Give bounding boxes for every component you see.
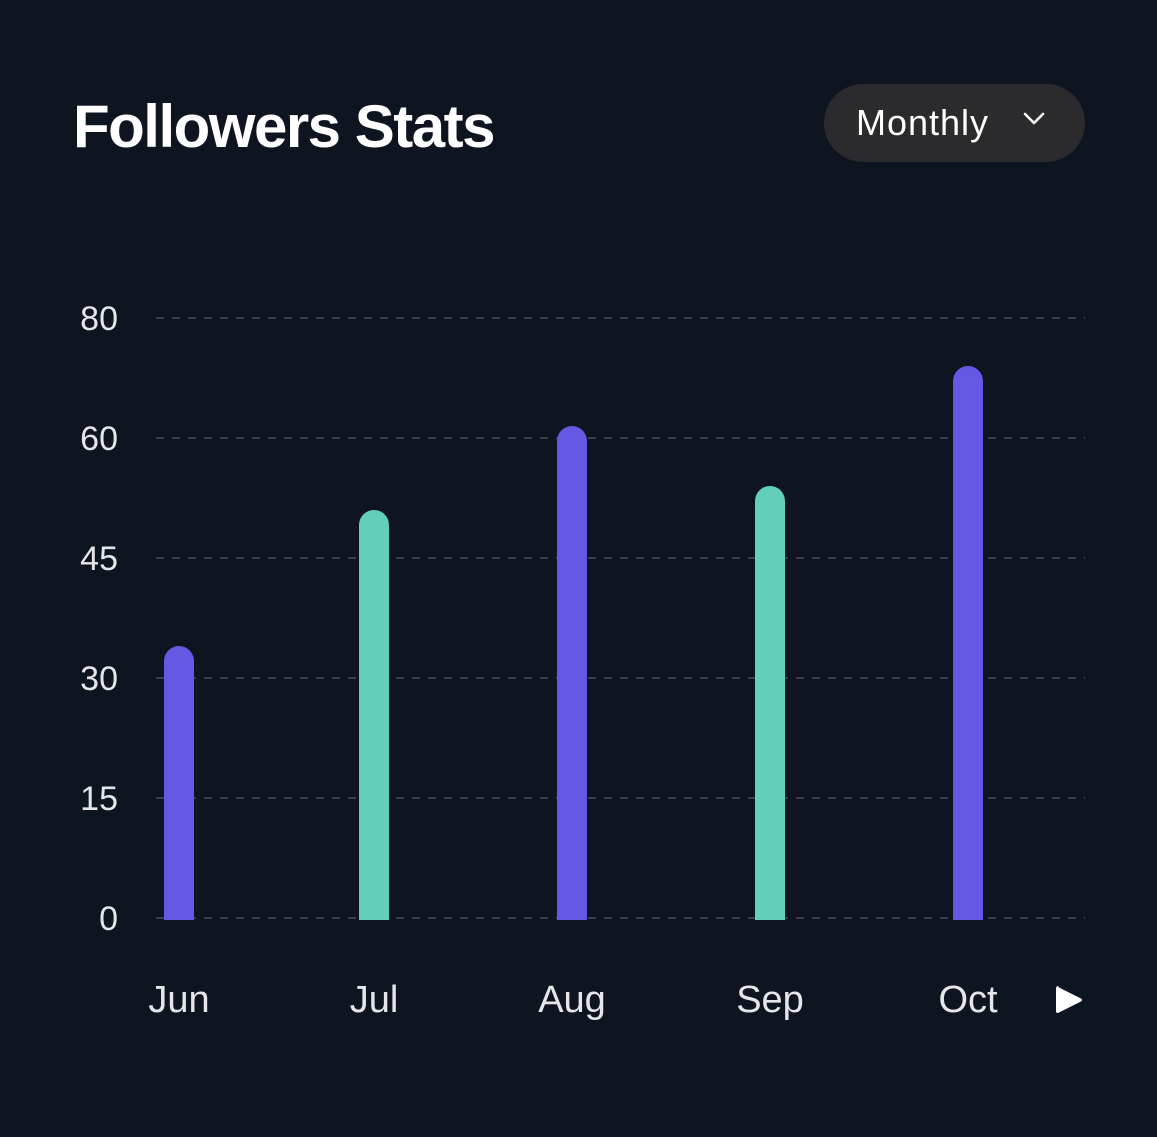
x-tick-label-jun: Jun [148, 979, 209, 1021]
y-tick-label-0: 0 [99, 900, 118, 938]
y-tick-label-60: 60 [80, 420, 118, 458]
x-tick-label-oct: Oct [938, 979, 998, 1021]
bar-jun [164, 646, 194, 920]
x-tick-label-aug: Aug [538, 979, 606, 1021]
y-tick-label-80: 80 [80, 300, 118, 338]
x-tick-label-jul: Jul [350, 979, 399, 1021]
bar-oct [953, 366, 983, 920]
y-tick-label-30: 30 [80, 660, 118, 698]
bar-jul [359, 510, 389, 920]
x-tick-label-sep: Sep [736, 979, 804, 1021]
bar-aug [557, 426, 587, 920]
y-tick-label-45: 45 [80, 540, 118, 578]
period-dropdown[interactable]: Monthly [824, 84, 1085, 162]
chart-title: Followers Stats [73, 93, 495, 160]
bar-sep [755, 486, 785, 920]
period-dropdown-label: Monthly [856, 102, 990, 143]
chevron-down-icon [1023, 112, 1045, 125]
play-icon[interactable] [1052, 982, 1086, 1018]
y-tick-label-15: 15 [80, 780, 118, 818]
